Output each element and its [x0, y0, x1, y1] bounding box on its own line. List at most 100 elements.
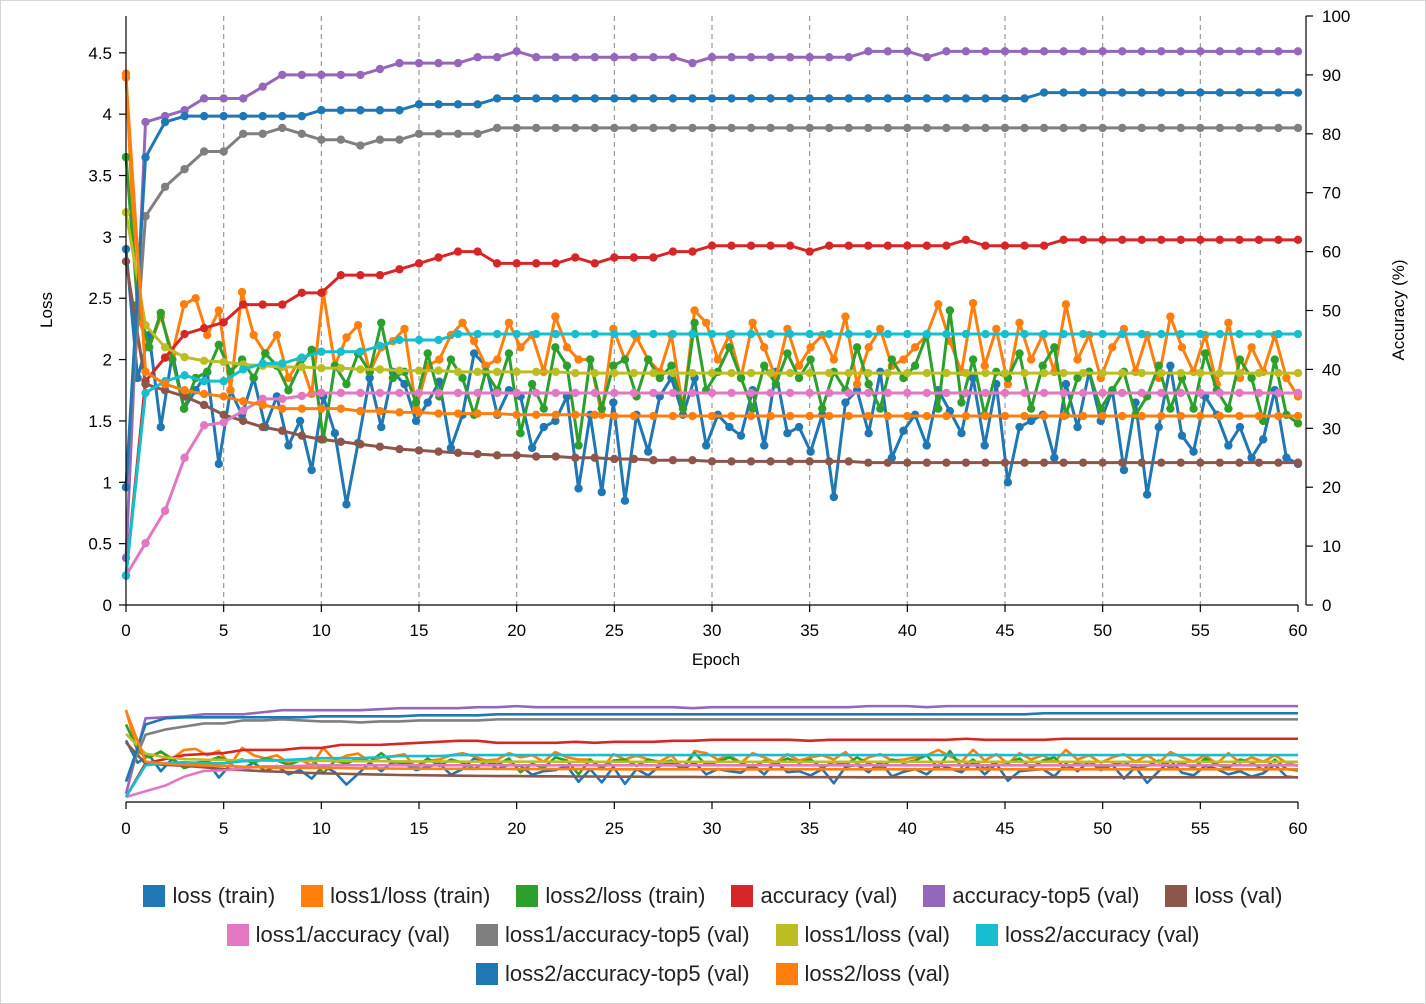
point-loss1-loss-train-68[interactable] — [910, 343, 920, 352]
legend-item-loss1-loss-val[interactable]: loss1/loss (val) — [775, 922, 950, 948]
point-loss2-loss-val-43[interactable] — [961, 411, 971, 421]
point-loss2-loss-val-20[interactable] — [512, 410, 521, 420]
point-accuracy-top5-val-10[interactable] — [317, 70, 326, 80]
point-loss1-loss-train-34[interactable] — [516, 343, 525, 352]
point-loss-val-33[interactable] — [766, 457, 775, 466]
point-loss-val-23[interactable] — [571, 453, 580, 462]
point-loss2-accuracy-top5-val-4[interactable] — [199, 111, 209, 121]
point-loss1-loss-train-76[interactable] — [1003, 379, 1013, 389]
point-loss1-loss-val-12[interactable] — [356, 365, 365, 374]
point-loss1-accuracy-top5-val-22[interactable] — [551, 123, 560, 133]
point-loss-train-88[interactable] — [1142, 490, 1152, 499]
point-loss-train-100[interactable] — [1282, 453, 1291, 462]
point-accuracy-top5-val-56[interactable] — [1215, 47, 1225, 56]
point-loss-train-43[interactable] — [620, 496, 630, 505]
point-loss1-accuracy-top5-val-39[interactable] — [883, 123, 892, 133]
point-loss1-accuracy-top5-val-38[interactable] — [864, 123, 873, 133]
point-loss1-accuracy-top5-val-14[interactable] — [395, 135, 404, 144]
point-loss1-accuracy-val-54[interactable] — [1176, 388, 1186, 398]
point-loss2-accuracy-val-17[interactable] — [453, 329, 463, 339]
point-loss1-accuracy-val-49[interactable] — [1078, 388, 1088, 398]
point-loss2-accuracy-top5-val-38[interactable] — [864, 94, 873, 103]
point-loss-val-17[interactable] — [453, 448, 463, 458]
series-loss1-loss-val[interactable] — [121, 208, 1303, 378]
point-loss2-loss-val-10[interactable] — [317, 404, 326, 413]
point-loss-val-41[interactable] — [922, 458, 932, 467]
point-loss-train-82[interactable] — [1073, 422, 1082, 432]
point-loss2-loss-val-5[interactable] — [219, 392, 228, 401]
point-loss2-accuracy-top5-val-39[interactable] — [883, 94, 892, 103]
point-loss2-loss-train-71[interactable] — [945, 306, 955, 315]
point-loss1-loss-val-41[interactable] — [922, 368, 932, 378]
point-accuracy-top5-val-16[interactable] — [434, 58, 443, 68]
point-loss-train-37[interactable] — [551, 416, 560, 426]
point-accuracy-top5-val-13[interactable] — [375, 64, 385, 74]
point-loss1-loss-train-64[interactable] — [864, 343, 873, 352]
point-loss1-loss-val-59[interactable] — [1274, 368, 1283, 378]
point-loss2-loss-val-24[interactable] — [590, 410, 599, 420]
point-loss-val-53[interactable] — [1157, 458, 1166, 467]
point-loss1-accuracy-val-33[interactable] — [766, 388, 775, 398]
point-loss2-loss-train-89[interactable] — [1154, 361, 1163, 370]
point-accuracy-top5-val-8[interactable] — [278, 70, 287, 80]
point-accuracy-top5-val-14[interactable] — [395, 58, 404, 68]
point-accuracy-val-58[interactable] — [1254, 235, 1264, 245]
legend-item-loss2-loss-train[interactable]: loss2/loss (train) — [516, 883, 705, 909]
training-chart[interactable]: 0 5 10 15 20 25 30 35 40 45 50 55 60 00.511.522.533.… — [0, 0, 1426, 870]
point-loss1-accuracy-val-19[interactable] — [492, 388, 502, 398]
point-accuracy-top5-val-17[interactable] — [453, 58, 463, 68]
point-loss2-loss-train-55[interactable] — [760, 361, 769, 370]
point-loss-train-80[interactable] — [1050, 453, 1059, 462]
point-loss1-loss-val-27[interactable] — [649, 368, 658, 378]
point-loss2-loss-val-21[interactable] — [532, 410, 541, 420]
point-loss-val-57[interactable] — [1235, 458, 1244, 467]
point-loss1-accuracy-top5-val-58[interactable] — [1254, 123, 1264, 133]
point-loss1-accuracy-top5-val-15[interactable] — [414, 129, 424, 138]
point-accuracy-val-40[interactable] — [903, 241, 912, 250]
point-loss1-loss-train-14[interactable] — [284, 373, 293, 383]
point-loss2-loss-val-29[interactable] — [688, 411, 697, 421]
point-loss-val-27[interactable] — [649, 456, 658, 465]
point-loss2-accuracy-val-41[interactable] — [922, 329, 932, 339]
point-loss1-loss-train-39[interactable] — [574, 355, 583, 364]
point-loss1-accuracy-val-18[interactable] — [473, 388, 482, 398]
point-loss1-accuracy-top5-val-25[interactable] — [610, 123, 619, 133]
point-loss1-accuracy-val-11[interactable] — [336, 388, 346, 398]
point-loss2-accuracy-val-24[interactable] — [590, 329, 599, 339]
point-accuracy-top5-val-60[interactable] — [1293, 47, 1303, 56]
point-accuracy-top5-val-48[interactable] — [1059, 47, 1068, 56]
point-accuracy-val-43[interactable] — [961, 235, 971, 245]
point-loss-val-40[interactable] — [903, 458, 912, 467]
point-loss2-loss-val-40[interactable] — [903, 411, 912, 421]
point-loss-val-2[interactable] — [160, 386, 170, 395]
point-loss1-loss-train-62[interactable] — [841, 312, 850, 321]
point-loss-val-1[interactable] — [141, 379, 150, 389]
point-loss1-accuracy-top5-val-5[interactable] — [219, 147, 228, 156]
point-loss1-loss-val-53[interactable] — [1157, 368, 1166, 378]
point-accuracy-val-26[interactable] — [629, 253, 639, 262]
point-loss1-accuracy-val-42[interactable] — [942, 388, 951, 398]
point-accuracy-val-41[interactable] — [922, 241, 932, 250]
point-loss-train-50[interactable] — [701, 441, 711, 450]
point-accuracy-val-2[interactable] — [160, 353, 170, 362]
point-loss1-loss-train-20[interactable] — [353, 321, 363, 330]
point-accuracy-val-52[interactable] — [1137, 235, 1146, 245]
point-loss1-loss-train-27[interactable] — [435, 355, 444, 364]
point-loss2-accuracy-top5-val-12[interactable] — [356, 106, 365, 115]
point-loss2-accuracy-top5-val-47[interactable] — [1039, 88, 1049, 97]
point-loss2-loss-train-3[interactable] — [156, 308, 166, 318]
point-loss2-accuracy-top5-val-45[interactable] — [1000, 94, 1010, 103]
point-loss1-accuracy-top5-val-19[interactable] — [492, 123, 502, 133]
point-accuracy-top5-val-44[interactable] — [981, 47, 990, 56]
point-loss2-accuracy-val-51[interactable] — [1118, 329, 1127, 339]
point-loss2-loss-val-36[interactable] — [825, 411, 834, 421]
point-loss1-loss-val-20[interactable] — [512, 367, 521, 377]
point-loss1-loss-train-55[interactable] — [760, 343, 769, 352]
point-loss2-accuracy-top5-val-23[interactable] — [571, 94, 580, 103]
point-loss1-loss-val-30[interactable] — [707, 368, 717, 378]
point-accuracy-val-39[interactable] — [883, 241, 892, 250]
point-accuracy-val-49[interactable] — [1078, 235, 1088, 245]
point-loss1-accuracy-val-32[interactable] — [746, 388, 756, 398]
point-loss2-loss-train-73[interactable] — [968, 355, 978, 364]
point-loss-train-30[interactable] — [469, 349, 479, 358]
